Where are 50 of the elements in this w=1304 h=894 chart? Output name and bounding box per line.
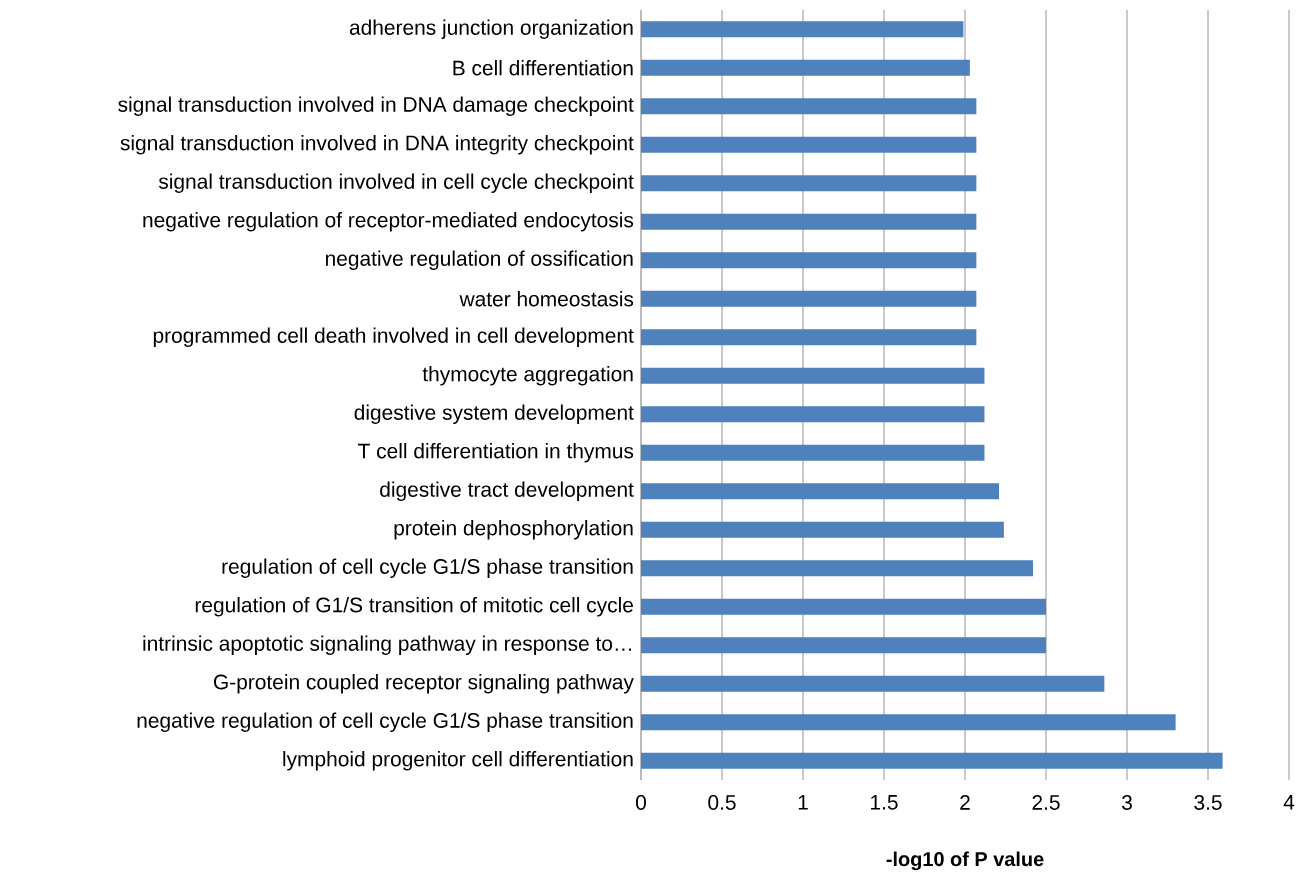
x-tick-label: 1 [798,795,808,810]
x-tick-label: 0.5 [708,795,736,810]
y-tick-label: signal transduction involved in cell cycle checkpoint [158,173,634,194]
x-tick-label: 2 [960,795,970,810]
bar [641,136,977,153]
bar [641,752,1223,769]
bar [641,714,1176,731]
x-axis-title: -log10 of P value [886,851,1044,871]
y-tick-label: negative regulation of cell cycle G1/S phase transition [137,712,633,733]
bar [641,329,977,346]
y-tick-label: lymphoid progenitor cell differentiation [283,751,633,771]
y-tick-label: water homeostasis [459,291,634,307]
bar [641,367,985,384]
bar [641,252,977,269]
x-tick-label: 3 [1121,795,1132,810]
x-tick-label: 2.5 [1032,795,1060,810]
bar [641,483,1000,500]
bar [641,521,1004,538]
y-tick-label: signal transduction involved in DNA integrity checkpoint [120,135,634,155]
bar [641,637,1047,654]
bar [641,290,977,307]
bar [641,59,970,76]
y-tick-label: B cell differentiation [453,60,633,76]
y-tick-label: negative regulation of ossification [325,250,633,271]
bar [641,560,1034,577]
bar [641,598,1047,615]
bar [641,21,964,38]
bar [641,175,977,192]
bar [641,444,985,461]
y-tick-label: regulation of G1/S transition of mitotic cell cycle [195,597,633,617]
y-tick-label: intrinsic apoptotic signaling pathway in response to… [143,635,632,656]
y-tick-label: thymocyte aggregation [422,366,633,386]
y-tick-label: regulation of cell cycle G1/S phase transition [222,558,633,579]
x-tick-label: 3.5 [1194,795,1222,810]
bar [641,406,985,423]
bar [641,675,1105,692]
y-tick-label: digestive tract development [380,481,634,502]
bar [641,98,977,115]
y-tick-label: digestive system development [354,404,634,425]
y-tick-label: G-protein coupled receptor signaling pathway [214,674,634,694]
y-tick-label: adherens junction organization [349,19,633,40]
y-tick-label: programmed cell death involved in cell development [153,327,634,348]
y-tick-label: protein dephosphorylation [394,520,633,540]
y-tick-label: T cell differentiation in thymus [358,443,634,463]
bar [641,213,977,230]
x-tick-label: 4 [1283,795,1295,810]
y-tick-label: signal transduction involved in DNA damage checkpoint [118,96,634,117]
y-tick-label: negative regulation of receptor-mediated endocytosis [143,212,634,232]
x-tick-label: 1.5 [871,795,898,810]
x-tick-label: 0 [636,795,646,810]
